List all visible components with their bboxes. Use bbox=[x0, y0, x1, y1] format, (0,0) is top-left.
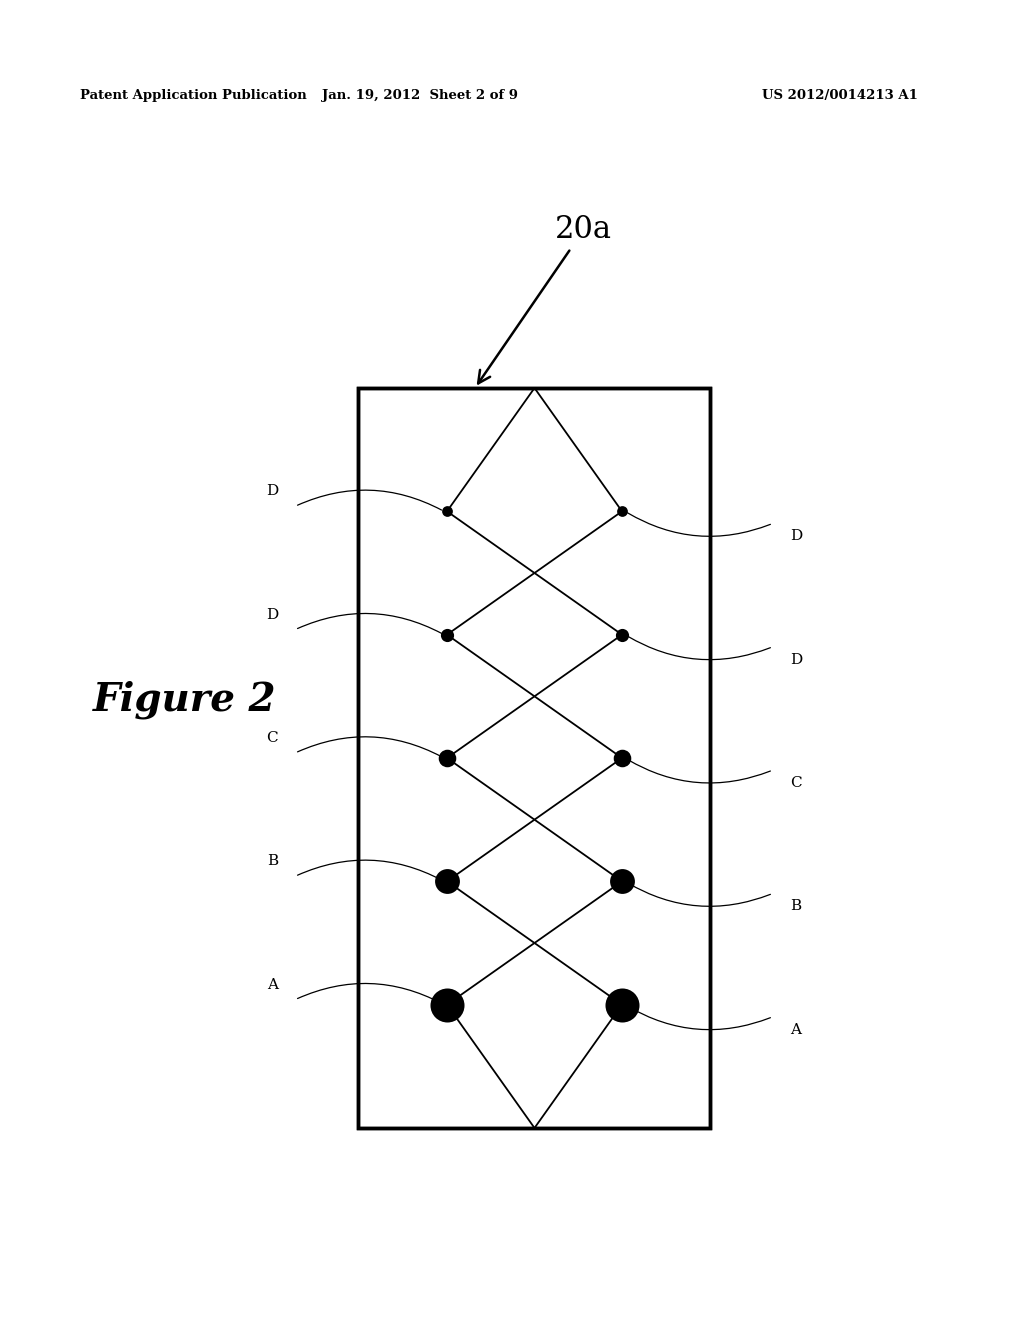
Text: B: B bbox=[267, 854, 278, 869]
Point bbox=[439, 500, 456, 521]
Text: D: D bbox=[790, 529, 802, 544]
Text: 20a: 20a bbox=[478, 214, 612, 383]
Point bbox=[613, 624, 630, 645]
Text: B: B bbox=[790, 899, 801, 913]
Point bbox=[613, 500, 630, 521]
Text: Patent Application Publication: Patent Application Publication bbox=[80, 88, 307, 102]
Point bbox=[613, 747, 630, 768]
Text: C: C bbox=[790, 776, 802, 789]
Point bbox=[439, 624, 456, 645]
Text: US 2012/0014213 A1: US 2012/0014213 A1 bbox=[762, 88, 918, 102]
Point bbox=[439, 994, 456, 1015]
Text: D: D bbox=[790, 652, 802, 667]
Text: Figure 2: Figure 2 bbox=[93, 681, 276, 719]
Text: A: A bbox=[267, 978, 278, 991]
Point bbox=[613, 871, 630, 892]
Text: Jan. 19, 2012  Sheet 2 of 9: Jan. 19, 2012 Sheet 2 of 9 bbox=[322, 88, 518, 102]
Text: D: D bbox=[266, 607, 278, 622]
Bar bbox=[358, 388, 710, 1129]
Point bbox=[439, 871, 456, 892]
Text: C: C bbox=[266, 731, 278, 744]
Text: D: D bbox=[266, 484, 278, 499]
Bar bbox=[358, 388, 710, 1129]
Point bbox=[613, 994, 630, 1015]
Point bbox=[439, 747, 456, 768]
Text: A: A bbox=[790, 1023, 801, 1036]
